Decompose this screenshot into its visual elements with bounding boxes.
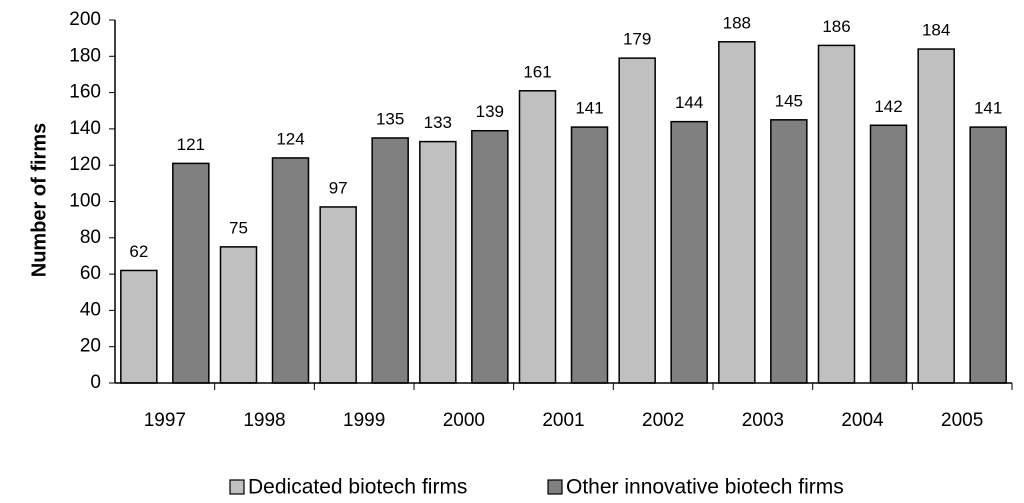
data-label: 184 bbox=[922, 21, 950, 40]
y-tick-label: 0 bbox=[90, 372, 101, 393]
x-tick-label: 1998 bbox=[243, 410, 285, 431]
data-label: 135 bbox=[376, 109, 404, 128]
data-label: 145 bbox=[775, 91, 803, 110]
y-tick-label: 180 bbox=[69, 45, 101, 66]
data-label: 124 bbox=[276, 129, 304, 148]
bar bbox=[319, 206, 357, 384]
y-tick-label: 200 bbox=[69, 9, 101, 30]
bar bbox=[718, 41, 756, 384]
bar bbox=[271, 157, 310, 384]
data-label: 141 bbox=[575, 99, 603, 118]
data-label: 161 bbox=[523, 62, 551, 81]
bar bbox=[618, 57, 656, 384]
y-tick-label: 20 bbox=[80, 336, 101, 357]
data-label: 133 bbox=[424, 113, 452, 132]
data-label: 97 bbox=[329, 178, 348, 197]
bar bbox=[917, 48, 955, 384]
bar bbox=[869, 124, 908, 384]
bar bbox=[371, 137, 409, 384]
legend-label: Other innovative biotech firms bbox=[566, 476, 844, 499]
legend-swatch bbox=[229, 479, 245, 495]
y-tick-label: 60 bbox=[80, 263, 101, 284]
y-tick-label: 80 bbox=[80, 227, 101, 248]
data-label: 144 bbox=[675, 93, 703, 112]
data-label: 75 bbox=[229, 218, 248, 237]
bar bbox=[770, 119, 808, 384]
data-label: 188 bbox=[723, 13, 751, 32]
data-label: 121 bbox=[177, 135, 205, 154]
y-tick-label: 120 bbox=[69, 154, 101, 175]
y-tick-label: 40 bbox=[80, 299, 101, 320]
bar bbox=[670, 120, 708, 384]
bar bbox=[969, 126, 1007, 384]
bar bbox=[419, 140, 457, 384]
legend-label: Dedicated biotech firms bbox=[248, 476, 467, 499]
bar bbox=[817, 44, 856, 384]
legend-swatch bbox=[547, 479, 563, 495]
y-tick-label: 140 bbox=[69, 118, 101, 139]
bar bbox=[120, 269, 158, 384]
x-tick-label: 2003 bbox=[742, 410, 784, 431]
y-tick-label: 160 bbox=[69, 82, 101, 103]
data-label: 141 bbox=[974, 99, 1002, 118]
x-tick-label: 2000 bbox=[443, 410, 485, 431]
x-tick-label: 2001 bbox=[542, 410, 584, 431]
data-label: 139 bbox=[476, 102, 504, 121]
data-label: 62 bbox=[129, 242, 148, 261]
y-axis-label: Number of firms bbox=[28, 123, 50, 277]
bar bbox=[570, 126, 609, 384]
data-label: 179 bbox=[623, 30, 651, 49]
bar bbox=[518, 90, 557, 384]
x-tick-label: 1997 bbox=[144, 410, 186, 431]
bar bbox=[471, 129, 509, 384]
y-tick-label: 100 bbox=[69, 191, 101, 212]
bar bbox=[172, 162, 210, 384]
data-label: 186 bbox=[822, 17, 850, 36]
x-tick-label: 2002 bbox=[642, 410, 684, 431]
x-tick-label: 1999 bbox=[343, 410, 385, 431]
x-tick-label: 2005 bbox=[941, 410, 983, 431]
x-tick-label: 2004 bbox=[841, 410, 884, 431]
bar bbox=[219, 246, 258, 384]
data-label: 142 bbox=[874, 97, 902, 116]
